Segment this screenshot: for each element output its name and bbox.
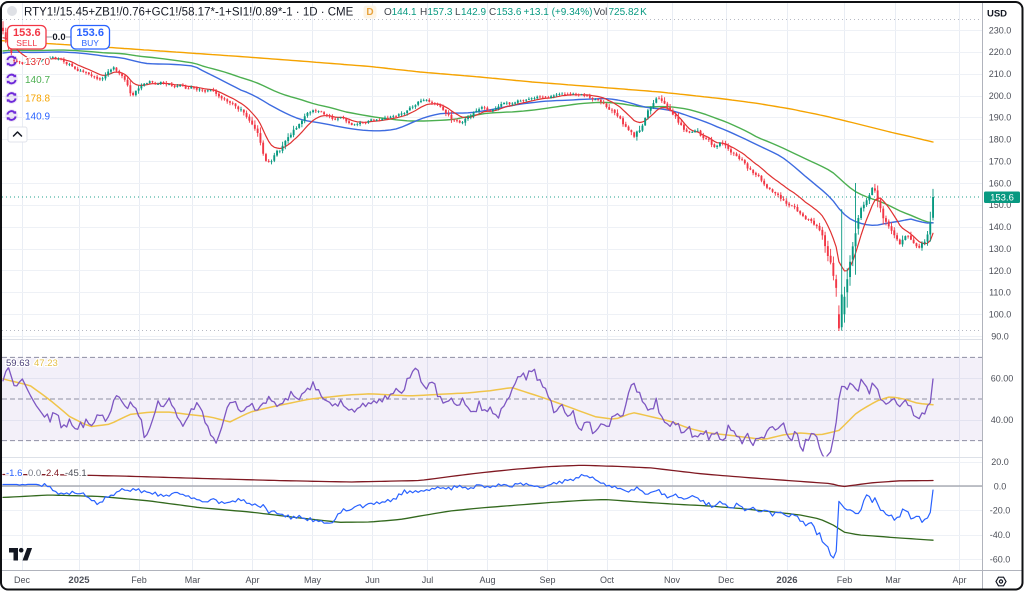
svg-text:Dec: Dec xyxy=(14,575,31,585)
svg-text:0.0: 0.0 xyxy=(52,32,65,43)
svg-text:153.6: 153.6 xyxy=(13,27,41,39)
svg-text:220.0: 220.0 xyxy=(989,47,1012,57)
svg-text:Mar: Mar xyxy=(885,575,901,585)
svg-text:Sep: Sep xyxy=(539,575,555,585)
svg-text:90.0: 90.0 xyxy=(991,331,1009,341)
svg-text:L: L xyxy=(455,7,461,18)
svg-text:150.0: 150.0 xyxy=(989,200,1012,210)
svg-text:47.23: 47.23 xyxy=(34,358,58,369)
svg-text:Feb: Feb xyxy=(131,575,147,585)
svg-text:140.7: 140.7 xyxy=(25,75,50,86)
svg-text:120.0: 120.0 xyxy=(989,266,1012,276)
svg-text:140.9: 140.9 xyxy=(25,111,50,122)
svg-text:153.6: 153.6 xyxy=(76,27,104,39)
svg-text:+13.1 (+9.34%): +13.1 (+9.34%) xyxy=(524,7,593,18)
svg-text:BUY: BUY xyxy=(81,38,99,48)
svg-text:0.0: 0.0 xyxy=(994,481,1007,491)
svg-text:170.0: 170.0 xyxy=(989,157,1012,167)
svg-text:C: C xyxy=(489,7,496,18)
svg-text:2025: 2025 xyxy=(68,575,90,586)
svg-text:153.6: 153.6 xyxy=(496,7,521,18)
svg-text:140.0: 140.0 xyxy=(989,222,1012,232)
svg-text:D: D xyxy=(366,7,373,18)
svg-text:Vol: Vol xyxy=(594,7,608,18)
svg-text:230.0: 230.0 xyxy=(989,25,1012,35)
svg-text:Nov: Nov xyxy=(664,575,681,585)
svg-text:-40.0: -40.0 xyxy=(990,530,1011,540)
svg-text:H: H xyxy=(420,7,427,18)
svg-text:40.00: 40.00 xyxy=(991,415,1014,425)
svg-text:144.1: 144.1 xyxy=(392,7,417,18)
svg-text:Jun: Jun xyxy=(365,575,380,585)
svg-text:160.0: 160.0 xyxy=(989,178,1012,188)
svg-text:-20.0: -20.0 xyxy=(990,506,1011,516)
svg-text:Apr: Apr xyxy=(245,575,259,585)
svg-text:Jul: Jul xyxy=(422,575,434,585)
svg-text:130.0: 130.0 xyxy=(989,244,1012,254)
svg-text:Oct: Oct xyxy=(600,575,615,585)
svg-text:2026: 2026 xyxy=(776,575,797,586)
svg-text:USD: USD xyxy=(987,9,1007,20)
svg-text:-60.0: -60.0 xyxy=(990,555,1011,565)
svg-text:725.82K: 725.82K xyxy=(609,7,648,18)
svg-text:100.0: 100.0 xyxy=(989,310,1012,320)
svg-text:59.63: 59.63 xyxy=(6,358,30,369)
svg-text:110.0: 110.0 xyxy=(989,288,1011,298)
svg-text:178.8: 178.8 xyxy=(25,93,50,104)
svg-text:210.0: 210.0 xyxy=(989,69,1012,79)
svg-text:May: May xyxy=(304,575,322,585)
svg-text:Aug: Aug xyxy=(479,575,495,585)
svg-text:180.0: 180.0 xyxy=(989,135,1012,145)
svg-text:157.3: 157.3 xyxy=(427,7,452,18)
svg-text:SELL: SELL xyxy=(16,38,37,48)
svg-text:-1.6: -1.6 xyxy=(6,468,22,479)
svg-text:142.9: 142.9 xyxy=(461,7,486,18)
svg-text:0.0: 0.0 xyxy=(28,468,41,479)
svg-text:200.0: 200.0 xyxy=(989,91,1012,101)
svg-text:20.0: 20.0 xyxy=(991,457,1009,467)
svg-text:2.4: 2.4 xyxy=(46,468,59,479)
svg-text:190.0: 190.0 xyxy=(989,113,1012,123)
svg-text:RTY1!/15.45+ZB1!/0.76+GC1!/58.: RTY1!/15.45+ZB1!/0.76+GC1!/58.17*-1+SI1!… xyxy=(24,7,354,19)
svg-text:Dec: Dec xyxy=(718,575,735,585)
svg-text:O: O xyxy=(384,7,392,18)
svg-text:60.00: 60.00 xyxy=(991,374,1014,384)
svg-text:Feb: Feb xyxy=(837,575,853,585)
svg-text:137.0: 137.0 xyxy=(25,57,50,68)
svg-text:153.6: 153.6 xyxy=(990,192,1014,203)
svg-text:Apr: Apr xyxy=(952,575,966,585)
svg-text:-45.1: -45.1 xyxy=(65,468,87,479)
svg-text:Mar: Mar xyxy=(185,575,201,585)
